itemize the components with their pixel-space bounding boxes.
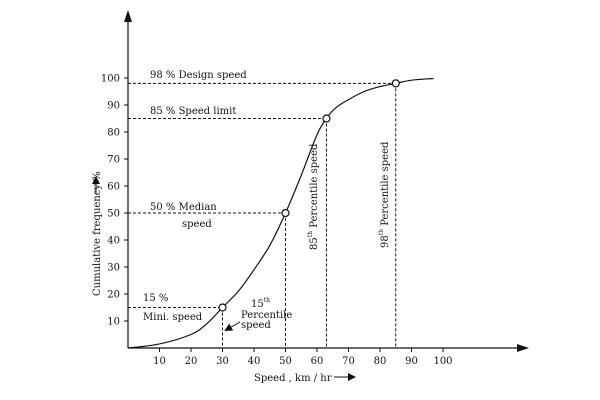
x-axis-title: Speed , km / hr	[254, 373, 332, 384]
median-label-line2: speed	[182, 219, 212, 230]
p15-label-line2: Percentile	[241, 310, 292, 321]
percentile-point-marker	[322, 114, 331, 123]
reference-lines	[128, 82, 397, 348]
y-tick-label: 20	[107, 290, 120, 301]
percentile-point-marker	[281, 208, 290, 218]
y-tick-label: 80	[107, 128, 120, 139]
x-tick-label: 10	[153, 356, 166, 367]
x-axis-arrow	[517, 344, 529, 352]
x-tick-label: 100	[433, 356, 452, 367]
y-tick-label: 50	[107, 209, 120, 220]
x-tick-label: 50	[279, 356, 292, 367]
y-tick-label: 30	[107, 263, 120, 274]
y-tick-label: 60	[107, 182, 120, 193]
y-tick-group: 10 20 30 40 50 60 70 80 90 100	[101, 74, 128, 328]
y-tick-label: 70	[107, 155, 120, 166]
y-tick-label: 40	[107, 236, 120, 247]
cumulative-curve	[127, 77, 434, 349]
x-tick-label: 80	[374, 356, 387, 367]
p98-vertical-label: 98th Percentile speed	[378, 141, 391, 248]
x-tick-group: 10 20 30 40 50 60 70 80 90 100	[153, 348, 453, 367]
y-tick-label: 10	[107, 317, 120, 328]
percentile-point-marker	[218, 303, 227, 312]
x-tick-label: 70	[342, 356, 355, 367]
marked-points	[218, 79, 400, 312]
x-tick-label: 30	[216, 356, 229, 367]
y-tick-label: 90	[107, 101, 120, 112]
x-tick-label: 20	[185, 356, 198, 367]
x-tick-label: 40	[248, 356, 261, 367]
y-tick-label: 100	[101, 74, 120, 85]
p15-label-line3: speed	[241, 320, 271, 331]
p15-label-line1: 15th	[251, 297, 270, 310]
design-speed-label: 98 % Design speed	[150, 70, 247, 81]
x-tick-label: 60	[311, 356, 324, 367]
percentile-point-marker	[391, 79, 400, 88]
y-axis-title: Cumulative frequency %	[92, 171, 103, 296]
p85-vertical-label: 85th Percentile speed	[307, 143, 320, 250]
median-label-line1: 50 % Median	[150, 202, 217, 213]
y-axis-arrow	[124, 10, 132, 22]
min-speed-label-line1: 15 %	[143, 293, 168, 304]
x-tick-label: 90	[405, 356, 418, 367]
p15-pointer-arrow	[224, 321, 241, 331]
speed-limit-label: 85 % Speed limit	[150, 106, 236, 117]
min-speed-label-line2: Mini. speed	[143, 312, 203, 323]
